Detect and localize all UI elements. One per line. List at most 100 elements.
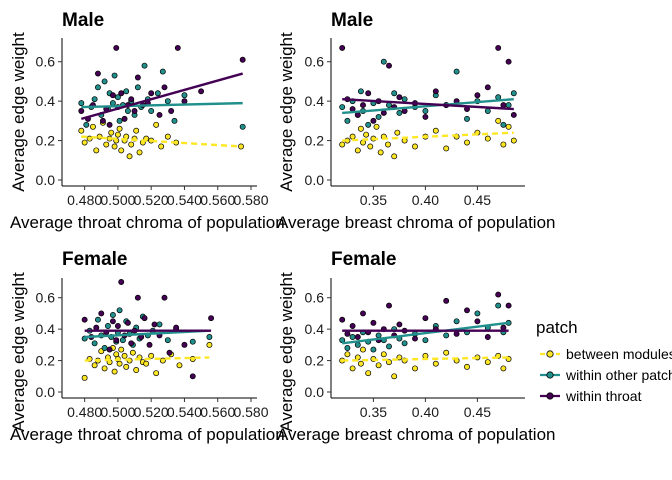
data-point (148, 352, 155, 359)
data-point (357, 125, 364, 132)
data-point (380, 351, 387, 358)
data-point (349, 133, 356, 140)
data-point (148, 90, 155, 97)
data-point (380, 58, 387, 65)
x-tick-label: 0.540 (167, 192, 202, 208)
data-point (124, 319, 131, 326)
data-point (164, 337, 171, 344)
data-point (453, 330, 460, 337)
data-point (495, 94, 502, 101)
y-tick-label: 0.0 (36, 384, 56, 400)
data-point (239, 56, 246, 63)
x-tick-label: 0.45 (464, 192, 491, 208)
data-point (375, 113, 382, 120)
y-tick-label: 0.4 (36, 321, 56, 337)
data-point (443, 349, 450, 356)
data-point (505, 102, 512, 109)
y-tick-label: 0.2 (36, 353, 56, 369)
data-point (391, 373, 398, 380)
data-point (124, 108, 131, 114)
x-tick-label: 0.500 (100, 404, 135, 420)
x-tick-label: 0.40 (412, 404, 439, 420)
y-tick-label: 0.0 (305, 172, 325, 188)
data-point (349, 365, 356, 372)
data-point (81, 316, 88, 323)
data-point (154, 90, 161, 97)
x-tick-label: 0.500 (100, 192, 135, 208)
data-point (206, 334, 213, 340)
data-point (208, 315, 215, 322)
data-point (164, 133, 171, 140)
data-point (94, 316, 101, 323)
data-point (370, 319, 377, 326)
panel-title: Male (331, 10, 373, 31)
data-point (99, 117, 106, 124)
data-point (365, 121, 372, 128)
x-tick-label: 0.560 (200, 404, 235, 420)
data-point (141, 315, 148, 322)
data-point (156, 111, 163, 118)
data-point (109, 312, 116, 318)
data-point (422, 337, 429, 344)
data-point (129, 349, 136, 356)
data-point (373, 123, 380, 130)
data-point (339, 44, 346, 51)
data-point (377, 149, 384, 156)
data-point (181, 98, 188, 105)
data-point (354, 111, 361, 118)
data-point (164, 98, 171, 105)
data-point (109, 318, 116, 325)
data-point (386, 62, 392, 69)
data-point (123, 88, 130, 95)
y-tick-label: 0.0 (36, 172, 56, 188)
x-axis-label: Average throat chroma of population (10, 425, 285, 444)
data-point (391, 90, 398, 97)
data-point (386, 302, 392, 309)
data-point (500, 365, 507, 372)
data-point (98, 310, 105, 317)
data-point (357, 360, 364, 367)
legend-label: within throat (565, 388, 642, 404)
data-point (432, 88, 439, 95)
data-point (386, 102, 392, 109)
trend-line (81, 101, 243, 109)
y-tick-label: 0.0 (305, 384, 325, 400)
data-point (500, 121, 507, 128)
trend-line (342, 321, 509, 345)
data-point (114, 323, 121, 329)
data-point (495, 117, 502, 124)
data-point (104, 323, 111, 329)
data-point (101, 345, 108, 351)
plot-area: 0.0 0.2 0.4 0.6 0.35 0.40 0.45 (305, 38, 525, 208)
data-point (443, 332, 450, 339)
data-point (464, 115, 470, 122)
y-tick-label: 0.2 (305, 353, 325, 369)
data-point (349, 334, 356, 340)
data-point (133, 367, 140, 373)
data-point (396, 94, 403, 101)
y-axis-label: Average edge weight (277, 272, 296, 432)
legend-label: between modules (566, 346, 672, 362)
data-point (146, 341, 153, 348)
data-point (510, 137, 517, 144)
data-point (126, 153, 133, 160)
data-point (118, 346, 125, 353)
y-tick-label: 0.4 (305, 93, 325, 109)
data-point (474, 318, 481, 325)
data-point (396, 321, 403, 328)
legend-key-point (546, 350, 554, 358)
data-point (453, 68, 460, 75)
data-point (134, 294, 141, 301)
data-point (189, 373, 196, 380)
plot-area: 0.0 0.2 0.4 0.6 0.4800.5000.5200.5400.5600.5… (36, 38, 269, 208)
data-point (134, 74, 141, 81)
data-point (109, 92, 116, 99)
data-point (360, 310, 366, 317)
plot-area: 0.0 0.2 0.4 0.6 0.35 0.40 0.45 (305, 278, 525, 420)
data-point (510, 90, 517, 97)
data-point (401, 96, 408, 103)
data-point (86, 135, 93, 142)
data-point (111, 143, 118, 150)
data-point (158, 143, 165, 150)
data-point (91, 362, 98, 369)
